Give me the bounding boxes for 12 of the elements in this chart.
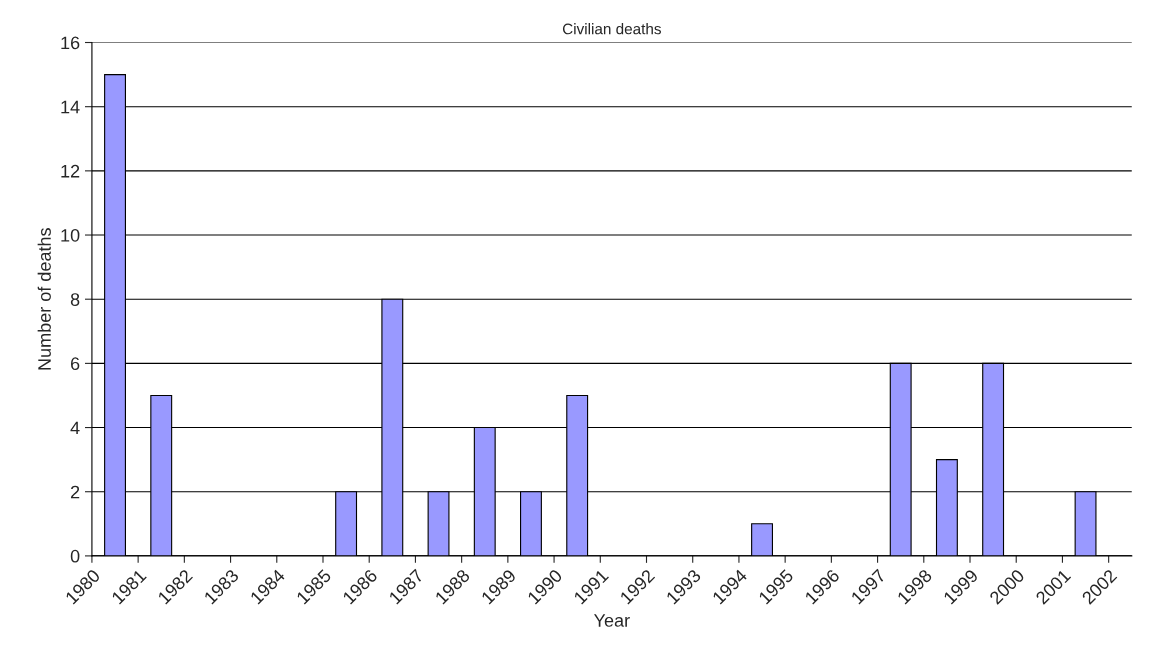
y-tick-label: 4 [70,421,80,435]
x-axis-title: Year [594,614,630,627]
y-tick-label: 6 [70,357,80,371]
y-tick-label: 8 [70,293,80,306]
y-tick-label: 12 [61,164,80,178]
y-tick-label: 2 [70,485,80,499]
y-axis-title: Number of deaths [37,228,51,370]
y-tick-label: 0 [70,549,80,563]
chart-title: Civilian deaths [562,23,661,35]
y-tick-label: 10 [61,228,80,242]
y-tick-label: 16 [61,36,80,50]
y-tick-label: 14 [61,100,80,114]
